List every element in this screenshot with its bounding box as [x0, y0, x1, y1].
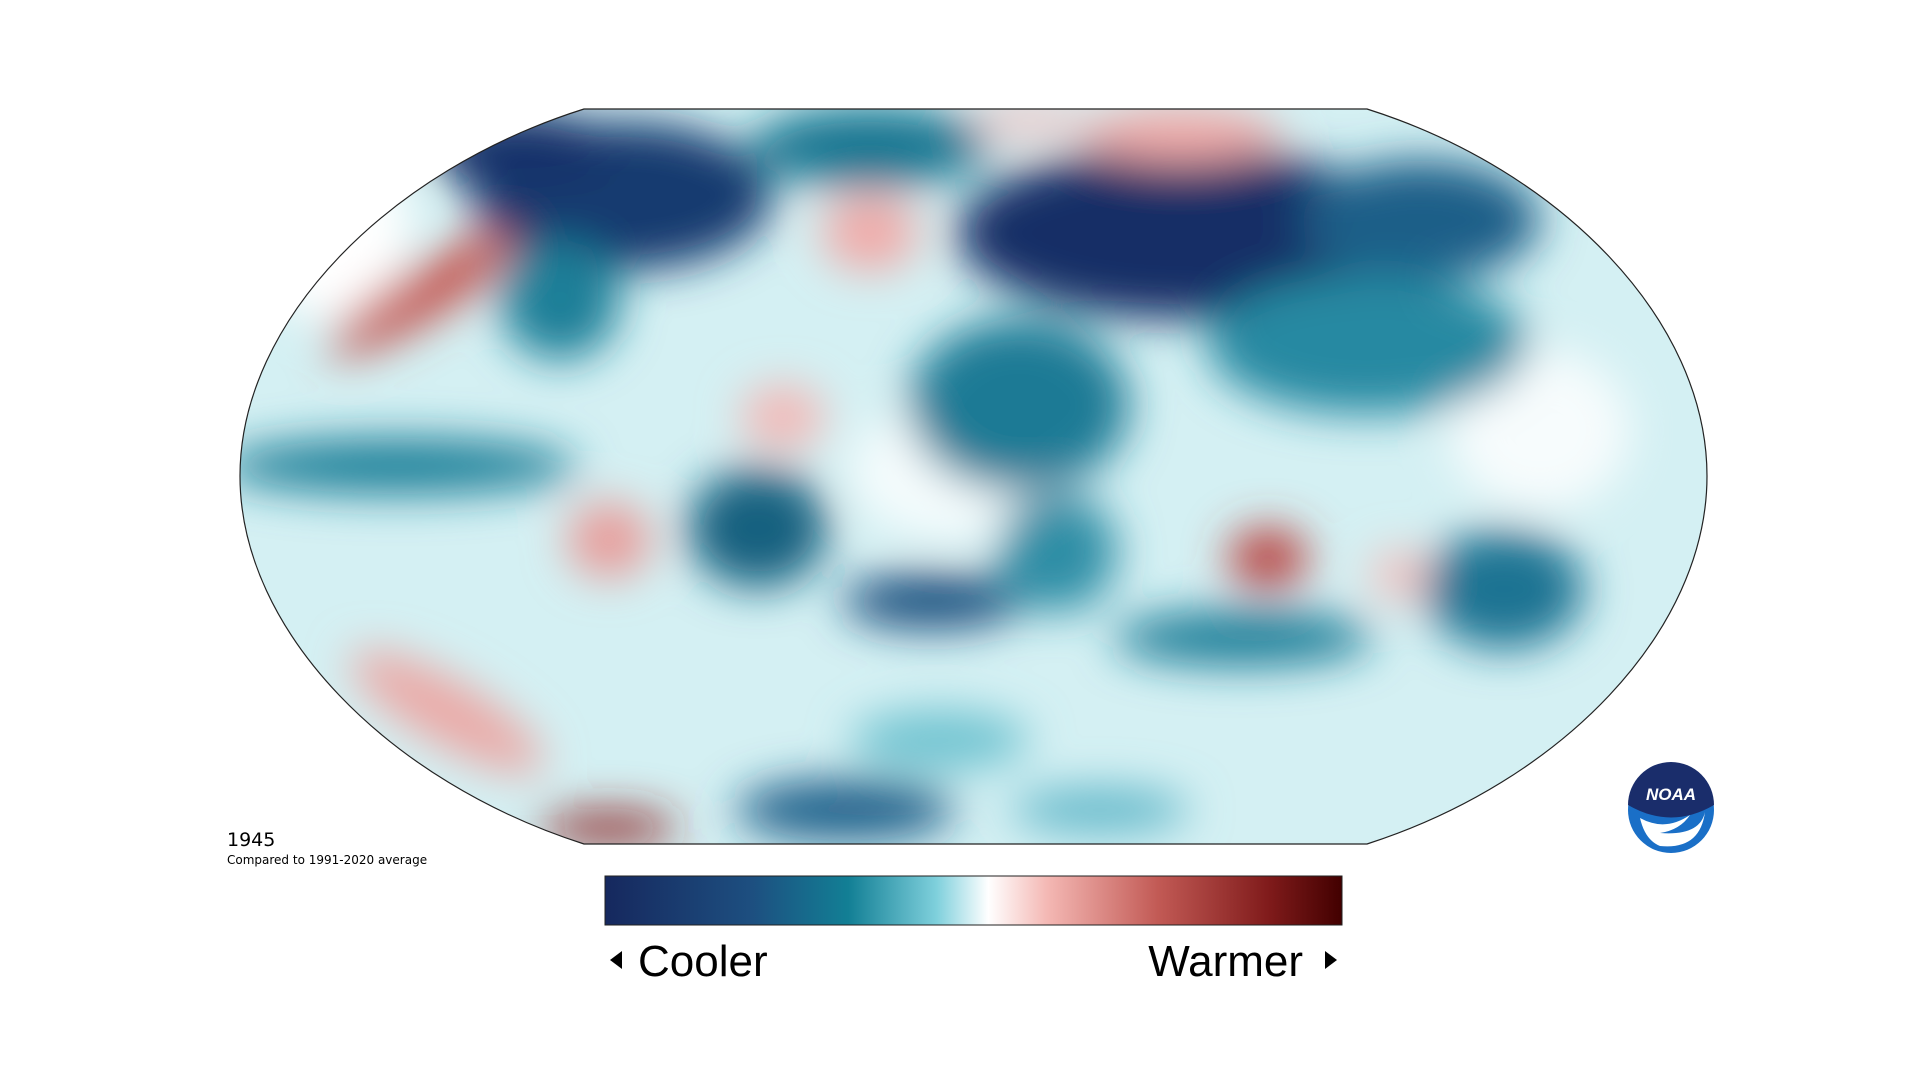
baseline-note: Compared to 1991-2020 average	[227, 853, 427, 867]
warm-label: Warmer	[1148, 937, 1303, 986]
anomaly-blobs	[240, 109, 1630, 844]
map-outline	[239, 108, 1708, 845]
cool-label: Cooler	[638, 937, 768, 986]
color-bar	[604, 875, 1343, 926]
year-label: 1945	[227, 829, 275, 851]
noaa-logo: NOAA	[1628, 762, 1714, 853]
logo-text: NOAA	[1646, 785, 1696, 804]
cool-arrow	[610, 951, 622, 969]
anomaly-field	[240, 109, 1707, 844]
warm-arrow	[1325, 951, 1337, 969]
